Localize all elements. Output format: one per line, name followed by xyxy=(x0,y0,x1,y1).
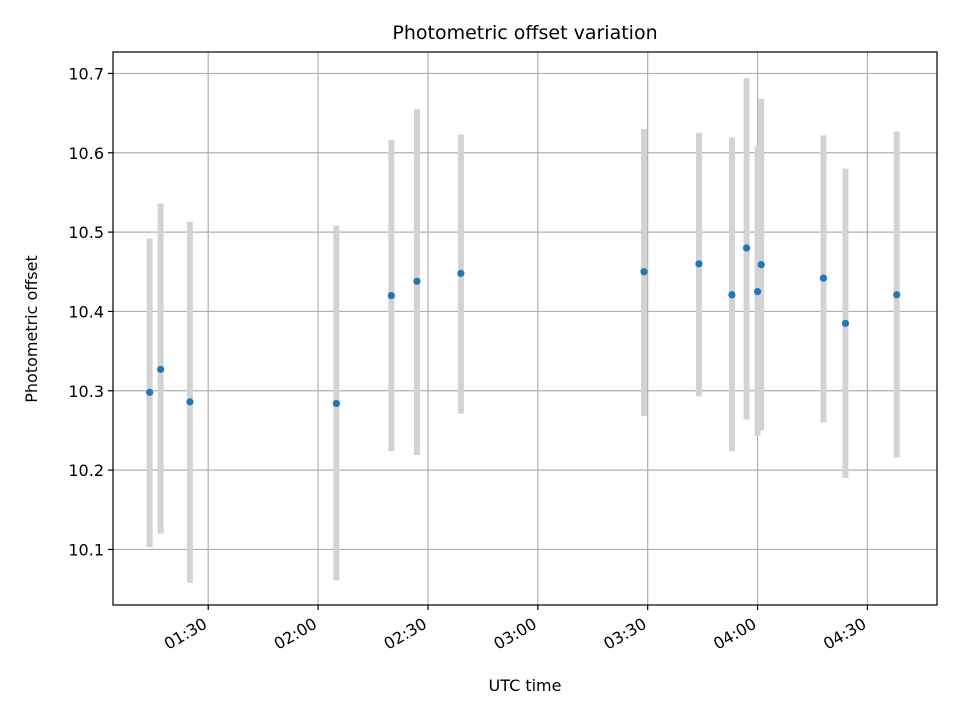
data-point xyxy=(146,388,154,396)
y-tick-label: 10.4 xyxy=(68,302,104,321)
chart-title: Photometric offset variation xyxy=(392,22,657,44)
y-tick-label: 10.3 xyxy=(68,382,104,401)
y-tick-label: 10.5 xyxy=(68,223,104,242)
y-axis-title: Photometric offset xyxy=(22,255,41,403)
data-point xyxy=(457,269,465,277)
plot-frame xyxy=(112,51,938,606)
y-tick-label: 10.6 xyxy=(68,144,104,163)
y-tick-label: 10.2 xyxy=(68,461,104,480)
data-point xyxy=(387,291,395,300)
y-tick-label: 10.7 xyxy=(68,64,104,83)
data-point xyxy=(893,291,901,299)
data-point xyxy=(742,244,751,252)
data-point xyxy=(332,399,340,408)
data-point xyxy=(753,288,762,296)
data-point xyxy=(819,274,828,282)
x-axis-title: UTC time xyxy=(489,676,562,695)
data-point xyxy=(728,291,736,299)
data-point xyxy=(695,260,703,268)
data-point xyxy=(841,319,850,327)
y-tick-label: 10.1 xyxy=(68,540,104,559)
data-point xyxy=(186,398,194,406)
y-axis-ticks: 10.1 10.2 10.3 10.4 10.5 10.6 10.7 xyxy=(68,64,113,559)
data-point xyxy=(757,261,765,269)
data-points xyxy=(146,244,901,408)
data-point xyxy=(413,277,421,285)
data-point xyxy=(157,365,165,373)
data-point xyxy=(640,268,648,276)
